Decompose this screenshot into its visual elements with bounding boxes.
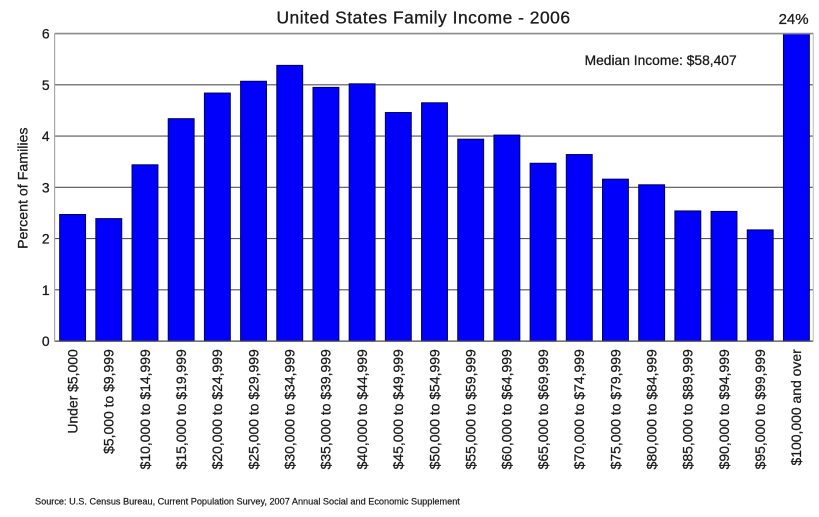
- svg-text:2: 2: [42, 231, 50, 247]
- svg-text:United States Family Income -: United States Family Income - 2006: [276, 8, 570, 28]
- svg-text:$75,000 to $79,999: $75,000 to $79,999: [607, 349, 623, 469]
- svg-text:$45,000 to $49,999: $45,000 to $49,999: [390, 349, 406, 469]
- svg-text:$40,000 to $44,999: $40,000 to $44,999: [354, 349, 370, 469]
- svg-text:$5,000 to $9,999: $5,000 to $9,999: [101, 349, 117, 454]
- svg-text:$15,000 to $19,999: $15,000 to $19,999: [173, 349, 189, 469]
- svg-text:4: 4: [42, 128, 50, 144]
- svg-text:1: 1: [42, 282, 50, 298]
- svg-text:$90,000 to $94,999: $90,000 to $94,999: [716, 349, 732, 469]
- svg-text:$95,000 to $99,999: $95,000 to $99,999: [752, 349, 768, 469]
- svg-text:$10,000 to $14,999: $10,000 to $14,999: [137, 349, 153, 469]
- svg-text:Median Income: $58,407: Median Income: $58,407: [585, 52, 737, 68]
- svg-text:5: 5: [42, 77, 50, 93]
- svg-text:$35,000 to $39,999: $35,000 to $39,999: [318, 349, 334, 469]
- svg-text:6: 6: [42, 26, 50, 42]
- svg-text:$55,000 to $59,999: $55,000 to $59,999: [462, 349, 478, 469]
- svg-text:$50,000 to $54,999: $50,000 to $54,999: [426, 349, 442, 469]
- svg-text:$100,000 and over: $100,000 and over: [788, 349, 804, 466]
- svg-text:3: 3: [42, 179, 50, 195]
- svg-text:$70,000 to $74,999: $70,000 to $74,999: [571, 349, 587, 469]
- svg-text:$20,000 to $24,999: $20,000 to $24,999: [209, 349, 225, 469]
- svg-text:Source: U.S. Census Bureau, Cu: Source: U.S. Census Bureau, Current Popu…: [35, 497, 460, 507]
- svg-text:24%: 24%: [779, 11, 809, 28]
- svg-text:$85,000 to $89,999: $85,000 to $89,999: [680, 349, 696, 469]
- svg-text:0: 0: [42, 333, 50, 349]
- svg-text:Percent of Families: Percent of Families: [16, 127, 32, 248]
- svg-text:$30,000 to $34,999: $30,000 to $34,999: [282, 349, 298, 469]
- svg-text:$80,000 to $84,999: $80,000 to $84,999: [643, 349, 659, 469]
- svg-text:$60,000 to $64,999: $60,000 to $64,999: [499, 349, 515, 469]
- svg-text:$25,000 to $29,999: $25,000 to $29,999: [245, 349, 261, 469]
- svg-text:$65,000 to $69,999: $65,000 to $69,999: [535, 349, 551, 469]
- svg-text:Under $5,000: Under $5,000: [64, 349, 80, 434]
